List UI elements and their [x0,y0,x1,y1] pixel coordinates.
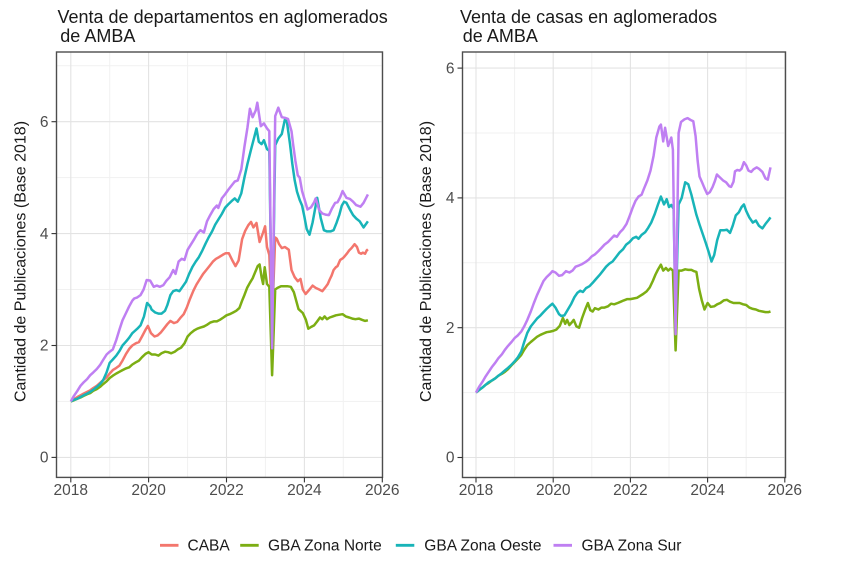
svg-text:0: 0 [40,450,49,467]
svg-text:2018: 2018 [54,482,88,499]
svg-text:2022: 2022 [613,482,647,499]
svg-text:CABA: CABA [188,538,231,555]
svg-text:2026: 2026 [768,482,802,499]
svg-text:Cantidad de Publicaciones (Bas: Cantidad de Publicaciones (Base 2018) [418,121,435,402]
svg-text:de AMBA: de AMBA [463,26,538,46]
svg-text:de AMBA: de AMBA [60,26,135,46]
svg-text:0: 0 [446,450,455,467]
svg-text:2022: 2022 [209,482,243,499]
svg-text:6: 6 [446,60,455,77]
svg-text:Venta de casas en aglomerados: Venta de casas en aglomerados [460,7,717,27]
svg-text:Cantidad de Publicaciones (Bas: Cantidad de Publicaciones (Base 2018) [13,121,30,402]
svg-text:2026: 2026 [365,482,399,499]
svg-text:4: 4 [40,226,49,243]
svg-text:2024: 2024 [690,482,725,499]
svg-text:6: 6 [40,114,49,131]
svg-text:2024: 2024 [287,482,322,499]
svg-text:GBA Zona Norte: GBA Zona Norte [268,538,382,555]
svg-text:Venta de departamentos en aglo: Venta de departamentos en aglomerados [58,7,388,27]
svg-text:2: 2 [40,338,49,355]
svg-text:2018: 2018 [459,482,493,499]
svg-text:GBA Zona Sur: GBA Zona Sur [582,538,682,555]
svg-text:2: 2 [446,320,455,337]
svg-text:4: 4 [446,190,455,207]
svg-text:GBA Zona Oeste: GBA Zona Oeste [424,538,541,555]
svg-text:2020: 2020 [536,482,571,499]
svg-text:2020: 2020 [131,482,166,499]
